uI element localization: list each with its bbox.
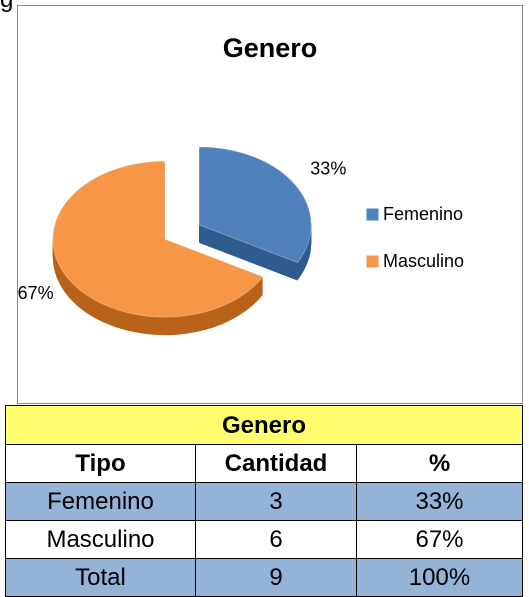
legend-swatch: [365, 254, 380, 269]
cell: 100%: [356, 558, 523, 597]
table-row: Masculino 6 67%: [5, 520, 523, 559]
header-cell: Tipo: [5, 444, 196, 483]
cell: 9: [195, 558, 357, 597]
cell: 6: [195, 520, 357, 559]
cell: Femenino: [5, 482, 196, 521]
cell: 33%: [356, 482, 523, 521]
table-title-row: Genero: [5, 405, 523, 445]
chart-title: Genero: [223, 33, 318, 63]
table-row: Femenino 3 33%: [5, 482, 523, 521]
table-header: Tipo Cantidad %: [5, 444, 523, 483]
cell: Masculino: [5, 520, 196, 559]
legend-swatch: [365, 207, 380, 222]
table-title: Genero: [5, 405, 523, 445]
chart: Genero 33% 67% Femenino Masculino: [17, 5, 523, 404]
cell: Total: [5, 558, 196, 597]
table-row: Total 9 100%: [5, 558, 523, 597]
cell: 3: [195, 482, 357, 521]
header-cell: Cantidad: [195, 444, 357, 483]
text-fragment: g: [0, 0, 13, 14]
legend-label: Masculino: [383, 251, 464, 271]
legend-label: Femenino: [383, 204, 463, 224]
data-table: Genero Tipo Cantidad % Femenino 3 33% Masc…: [5, 405, 523, 597]
data-label: 67%: [18, 283, 54, 303]
data-label: 33%: [310, 159, 346, 179]
cell: 67%: [356, 520, 523, 559]
header-cell: %: [356, 444, 523, 483]
pie-slice: [52, 160, 264, 318]
pie-slice: [198, 146, 312, 264]
